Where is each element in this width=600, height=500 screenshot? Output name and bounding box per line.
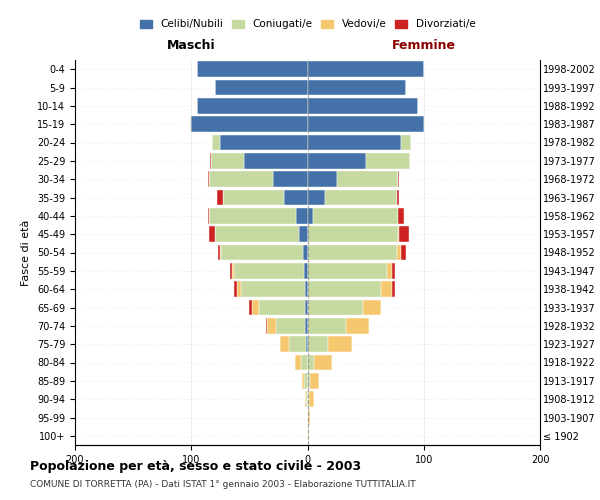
Bar [252,300,259,316]
Bar [386,263,392,278]
Bar [230,263,232,278]
Bar [241,282,305,297]
Bar [308,244,397,260]
Bar [400,226,409,242]
Bar [220,244,221,260]
Bar [267,318,276,334]
Bar [244,153,308,168]
Bar [304,263,308,278]
Bar [250,300,252,316]
Bar [218,244,220,260]
Bar [308,373,310,388]
Bar [308,190,325,206]
Bar [215,80,308,96]
Bar [266,318,267,334]
Bar [209,172,272,187]
Bar [346,318,369,334]
Bar [364,300,381,316]
Bar [328,336,352,352]
Bar [365,153,410,168]
Bar [220,134,308,150]
Bar [212,134,220,150]
Bar [397,190,400,206]
Bar [401,134,411,150]
Bar [303,244,308,260]
Bar [381,282,392,297]
Bar [308,116,424,132]
Bar [305,318,308,334]
Text: Maschi: Maschi [167,40,215,52]
Bar [234,263,304,278]
Bar [234,282,236,297]
Bar [308,98,418,114]
Bar [190,116,191,132]
Bar [308,336,328,352]
Bar [191,116,308,132]
Bar [307,336,308,352]
Bar [308,354,314,370]
Bar [308,226,398,242]
Bar [308,300,364,316]
Bar [392,263,395,278]
Bar [398,172,400,187]
Bar [308,208,313,224]
Y-axis label: Fasce di età: Fasce di età [22,220,31,286]
Bar [307,392,308,407]
Legend: Celibi/Nubili, Coniugati/e, Vedovi/e, Divorziati/e: Celibi/Nubili, Coniugati/e, Vedovi/e, Di… [136,15,479,34]
Bar [215,226,299,242]
Bar [301,354,308,370]
Bar [305,392,307,407]
Bar [236,282,241,297]
Bar [210,153,211,168]
Bar [299,226,308,242]
Bar [211,153,244,168]
Text: Femmine: Femmine [392,40,456,52]
Bar [259,300,305,316]
Bar [276,318,305,334]
Bar [305,300,308,316]
Bar [424,116,425,132]
Bar [308,80,406,96]
Bar [295,354,301,370]
Bar [304,373,308,388]
Bar [305,282,308,297]
Bar [272,172,308,187]
Bar [308,153,365,168]
Bar [308,318,346,334]
Bar [197,98,308,114]
Bar [284,190,308,206]
Bar [302,373,304,388]
Bar [223,190,284,206]
Bar [208,172,209,187]
Bar [401,244,406,260]
Bar [308,62,424,77]
Bar [308,392,314,407]
Bar [308,263,386,278]
Bar [310,373,319,388]
Bar [217,190,223,206]
Text: Popolazione per età, sesso e stato civile - 2003: Popolazione per età, sesso e stato civil… [30,460,361,473]
Bar [197,62,308,77]
Bar [337,172,398,187]
Bar [289,336,307,352]
Bar [208,208,209,224]
Bar [209,208,296,224]
Bar [209,226,215,242]
Bar [314,354,332,370]
Bar [296,208,308,224]
Text: COMUNE DI TORRETTA (PA) - Dati ISTAT 1° gennaio 2003 - Elaborazione TUTTITALIA.I: COMUNE DI TORRETTA (PA) - Dati ISTAT 1° … [30,480,416,489]
Bar [308,172,337,187]
Bar [313,208,398,224]
Bar [221,244,303,260]
Bar [397,244,401,260]
Bar [392,282,395,297]
Bar [280,336,289,352]
Bar [308,410,310,426]
Bar [398,226,400,242]
Bar [308,282,381,297]
Bar [398,208,404,224]
Bar [308,134,401,150]
Bar [325,190,397,206]
Bar [232,263,234,278]
